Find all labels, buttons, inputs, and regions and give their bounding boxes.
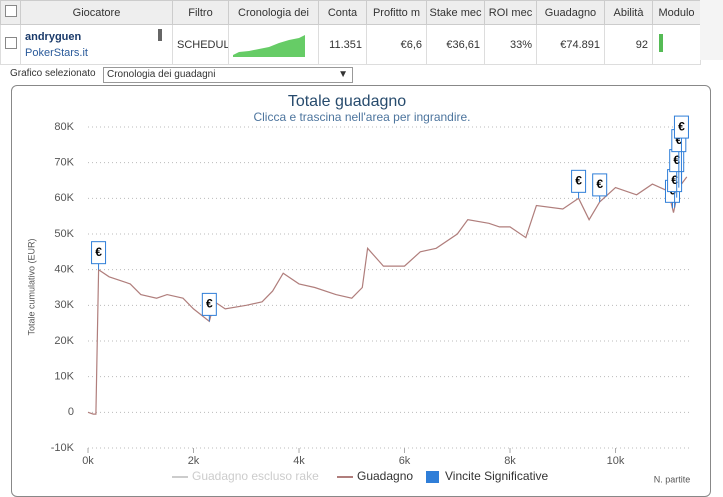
flag-label: €	[673, 153, 680, 167]
legend-symbol	[426, 471, 439, 483]
player-cell: andryguen PokerStars.it	[20, 24, 173, 65]
flag: €	[673, 115, 689, 185]
y-tick-label: 30K	[54, 299, 74, 311]
player-name[interactable]: andryguen	[25, 30, 82, 43]
flag: €	[201, 292, 217, 322]
y-axis-label: Totale cumulativo (EUR)	[26, 238, 36, 335]
col-header[interactable]: ROI mec	[484, 0, 537, 25]
flag-label: €	[95, 245, 102, 259]
filler	[700, 0, 723, 60]
y-tick-label: 80K	[54, 121, 74, 133]
col-header[interactable]: Conta	[318, 0, 367, 25]
roi: 33%	[484, 24, 537, 65]
module-bar	[659, 34, 663, 52]
flag: €	[571, 169, 587, 199]
y-tick-label: 0	[68, 406, 74, 418]
y-tick-label: 60K	[54, 192, 74, 204]
selector-value: Cronologia dei guadagni	[107, 69, 216, 80]
player-site: PokerStars.it	[25, 46, 88, 59]
chart-title: Totale guadagno	[288, 93, 406, 110]
y-tick-label: 70K	[54, 157, 74, 169]
flag-label: €	[675, 133, 682, 147]
flag: €	[592, 173, 608, 202]
x-axis-label: N. partite	[654, 474, 691, 484]
dropdown-arrow: ▼	[338, 69, 348, 80]
legend-label: Guadagno	[357, 469, 413, 483]
y-tick-label: 10K	[54, 371, 74, 383]
x-tick-label: 8k	[504, 455, 516, 467]
flag-label: €	[671, 173, 678, 187]
icon	[158, 29, 162, 41]
selector[interactable]: Cronologia dei guadagni ▼	[103, 67, 353, 83]
select-all[interactable]	[0, 0, 21, 25]
x-tick-label: 2k	[188, 455, 200, 467]
filter: SCHEDUL	[172, 24, 229, 65]
y-tick-label: 20K	[54, 335, 74, 347]
legend-label: Guadagno escluso rake	[192, 469, 319, 483]
col-header[interactable]: Filtro	[172, 0, 229, 25]
col-header[interactable]: Cronologia dei	[228, 0, 319, 25]
y-tick-label: 40K	[54, 264, 74, 276]
flag-label: €	[575, 174, 582, 188]
line	[87, 176, 688, 415]
flag-box	[201, 292, 217, 316]
flag-box	[571, 169, 587, 193]
flag-box	[673, 115, 689, 139]
y-tick-label: -10K	[51, 442, 75, 454]
sparkline-cell	[228, 24, 319, 65]
flag: €	[91, 241, 107, 270]
col-header[interactable]: Modulo	[652, 0, 701, 25]
col-header[interactable]: Profitto m	[366, 0, 427, 25]
module-cell	[652, 24, 701, 65]
sparkline-area	[233, 35, 305, 57]
players-table: Giocatore Filtro Cronologia dei Conta Pr…	[0, 0, 701, 65]
flag-box	[91, 241, 107, 265]
x-tick-label: 0k	[82, 455, 94, 467]
flag-label: €	[206, 297, 213, 311]
flag-label: €	[596, 177, 603, 191]
sparkline	[233, 35, 305, 57]
selector-label: Grafico selezionato	[10, 68, 96, 79]
x-tick-label: 10k	[607, 455, 625, 467]
flag-label: €	[678, 119, 685, 133]
y-tick-label: 50K	[54, 228, 74, 240]
stake: €36,61	[426, 24, 485, 65]
legend-label: Vincite Significative	[445, 469, 548, 483]
chart-subtitle: Clicca e trascina nell'area per ingrandi…	[253, 110, 470, 124]
x-tick-label: 6k	[399, 455, 411, 467]
col-header[interactable]: Stake mec	[426, 0, 485, 25]
player-row: andryguen PokerStars.it SCHEDUL 11.351 €…	[0, 24, 701, 65]
x-tick-label: 4k	[293, 455, 305, 467]
flag-box	[592, 173, 608, 197]
